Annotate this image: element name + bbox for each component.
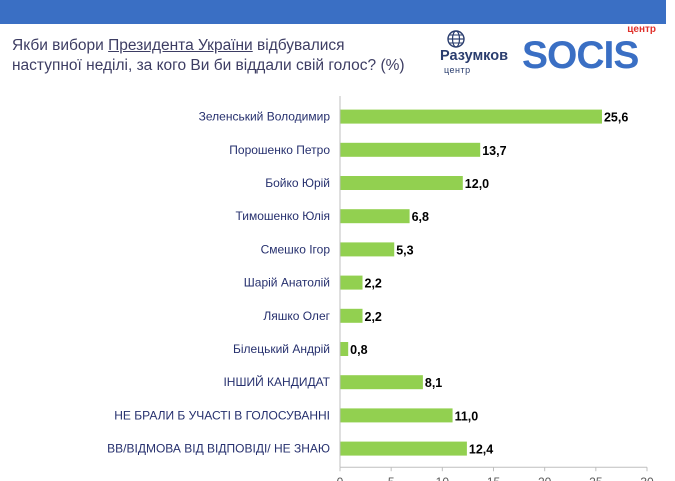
data-label: 12,4 (469, 443, 493, 457)
bar (340, 142, 481, 157)
razumkov-sub: центр (444, 65, 471, 75)
socis-word: SOCIS (522, 34, 639, 77)
bar (340, 275, 363, 290)
bar (340, 342, 349, 356)
data-label: 6,8 (412, 210, 429, 224)
category-label: Шарій Анатолій (244, 276, 330, 290)
x-tick-label: 15 (487, 475, 501, 481)
category-label: Зеленський Володимир (199, 110, 331, 124)
x-tick-label: 5 (388, 475, 395, 481)
data-label: 11,0 (455, 409, 479, 423)
title-underlined: Президента України (108, 37, 253, 54)
page-title: Якби вибори Президента України відбували… (12, 36, 442, 76)
bar (340, 408, 453, 423)
bar-chart: Зеленський Володимир 25,6 Порошенко Петро 1… (107, 96, 654, 481)
category-label: Білецький Андрій (233, 342, 330, 356)
title-prefix: Якби вибори (12, 37, 109, 54)
category-label: Смешко Ігор (261, 242, 331, 256)
bar (340, 308, 363, 323)
category-label: Тимошенко Юлія (236, 209, 331, 223)
x-tick-label: 25 (589, 475, 603, 481)
category-label: Ляшко Олег (263, 309, 330, 323)
category-label: Бойко Юрій (265, 176, 330, 190)
x-tick-label: 30 (640, 475, 654, 481)
x-tick-label: 20 (538, 475, 552, 481)
socis-logo: центр SOCIS (522, 24, 662, 77)
data-label: 0,8 (350, 343, 367, 357)
category-label: НЕ БРАЛИ Б УЧАСТІ В ГОЛОСУВАННІ (114, 408, 330, 422)
socis-label: центр (627, 24, 656, 35)
globe-icon (447, 30, 465, 48)
bar (340, 176, 463, 190)
data-label: 13,7 (482, 144, 506, 158)
category-label: Порошенко Петро (229, 143, 330, 157)
bar (340, 441, 467, 456)
bar (340, 109, 602, 124)
razumkov-name: Разумков (440, 48, 509, 64)
data-label: 2,2 (365, 277, 382, 291)
title-rest: відбувалися (252, 37, 345, 54)
category-label: ВВ/ВІДМОВА ВІД ВІДПОВІДІ/ НЕ ЗНАЮ (107, 442, 330, 456)
title-line2: наступної неділі, за кого Ви би віддали … (12, 57, 405, 74)
x-tick-label: 0 (337, 475, 344, 481)
top-banner (0, 0, 666, 24)
data-label: 25,6 (604, 111, 628, 125)
data-label: 2,2 (365, 310, 382, 324)
bar (340, 242, 395, 257)
data-label: 12,0 (465, 177, 489, 191)
x-tick-label: 10 (436, 475, 450, 481)
bar (340, 375, 423, 390)
category-label: ІНШИЙ КАНДИДАТ (223, 374, 330, 389)
bar (340, 209, 410, 224)
razumkov-logo: Разумков центр (440, 29, 522, 81)
data-label: 5,3 (396, 243, 413, 257)
data-label: 8,1 (425, 376, 442, 390)
